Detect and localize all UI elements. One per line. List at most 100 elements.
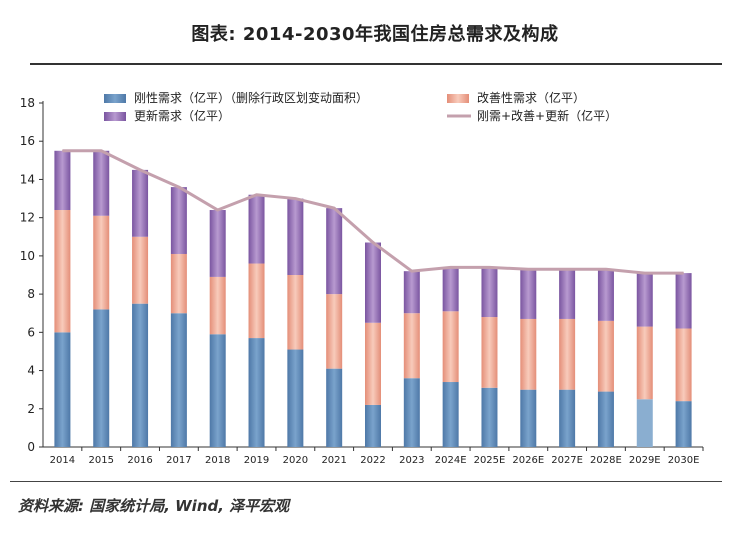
x-tick-label: 2018 [205, 455, 230, 466]
bar-segment [442, 311, 459, 383]
bar-segment [403, 378, 420, 447]
y-tick-label: 14 [20, 172, 35, 186]
chart-title: 图表: 2014-2030年我国住房总需求及构成 [191, 24, 559, 45]
bar-segment [170, 313, 187, 447]
total-demand-point [294, 198, 296, 200]
x-tick-label: 2023 [399, 455, 424, 466]
total-demand-point [217, 209, 219, 211]
bar-segment [54, 332, 71, 447]
x-tick-label: 2025E [474, 455, 506, 466]
bar-segment [559, 318, 576, 390]
bar-segment [481, 267, 498, 318]
bar-segment [209, 276, 226, 335]
bar-segment [481, 317, 498, 388]
total-demand-point [178, 186, 180, 188]
bar-segment [132, 169, 149, 237]
total-line [61, 149, 685, 275]
legend-label: 改善性需求（亿平） [477, 90, 585, 105]
bar-segment [403, 271, 420, 314]
bar-segment [287, 349, 304, 447]
y-tick-label: 16 [20, 134, 35, 148]
bar-segment [326, 294, 343, 369]
y-tick-label: 2 [27, 402, 35, 416]
bar-segment [132, 236, 149, 304]
bar-segment [403, 313, 420, 379]
bar-segment [559, 269, 576, 319]
total-demand-point [566, 268, 568, 270]
bar-segment [597, 320, 614, 392]
total-demand-point [527, 268, 529, 270]
bar-segment [675, 401, 692, 447]
bar-segment [365, 404, 381, 447]
bar-segment [287, 198, 304, 275]
x-tick-label: 2026E [512, 455, 544, 466]
total-demand-point [644, 272, 646, 274]
bar-segment [636, 273, 653, 327]
bar-segment [675, 273, 692, 329]
bar-segment [675, 328, 692, 402]
bar-segment [520, 389, 537, 447]
bar-segment [442, 382, 459, 447]
total-demand-point [683, 272, 685, 274]
bar-segment [326, 208, 343, 295]
x-tick-label: 2024E [435, 455, 467, 466]
axes: 0 2 4 6 8 10 12 14 16 18 2014 2015 2016 2017 2018 2019 2… [20, 96, 704, 466]
total-demand-point [411, 270, 413, 272]
bars [54, 150, 692, 447]
bar-segment [132, 303, 149, 447]
x-tick-label: 2020 [283, 455, 308, 466]
y-tick-label: 0 [27, 440, 35, 454]
bar-segment [170, 187, 187, 254]
y-tick-label: 12 [20, 211, 35, 225]
total-demand-point [450, 266, 452, 268]
bar-segment [54, 210, 71, 333]
total-demand-point [605, 268, 607, 270]
bar-segment [597, 391, 614, 447]
y-tick-label: 18 [20, 96, 35, 110]
title-divider [30, 63, 722, 65]
legend-label: 刚性需求（亿平）（删除行政区划变动面积） [134, 90, 368, 105]
y-tick-label: 10 [20, 249, 35, 263]
bar-segment [170, 253, 187, 314]
bar-segment [93, 215, 110, 310]
total-demand-point [372, 242, 374, 244]
bar-segment [287, 275, 304, 350]
bar-segment [93, 150, 110, 216]
x-tick-label: 2027E [551, 455, 583, 466]
legend-label: 刚需+改善+更新（亿平） [477, 108, 617, 123]
bar-segment [365, 322, 381, 405]
x-tick-label: 2017 [166, 455, 191, 466]
total-demand-point [61, 150, 63, 152]
y-tick-label: 8 [27, 287, 35, 301]
legend-swatch [447, 94, 469, 103]
total-demand-point [256, 194, 258, 196]
legend-swatch [104, 94, 126, 103]
total-demand-point [333, 207, 335, 209]
total-demand-point [100, 150, 102, 152]
bar-segment [326, 368, 343, 447]
x-tick-label: 2021 [321, 455, 346, 466]
legend: 刚性需求（亿平）（删除行政区划变动面积） 改善性需求（亿平） 更新需求（亿平） 刚需+… [104, 90, 617, 123]
bar-segment [520, 318, 537, 390]
x-tick-label: 2029E [629, 455, 661, 466]
y-tick-label: 6 [27, 325, 35, 339]
bar-segment [559, 389, 576, 447]
x-tick-label: 2014 [50, 455, 75, 466]
bar-segment [520, 269, 537, 319]
bar-segment [442, 267, 459, 312]
x-tick-label: 2022 [360, 455, 385, 466]
bar-segment [209, 334, 226, 447]
y-tick-label: 4 [27, 364, 35, 378]
x-tick-label: 2015 [89, 455, 114, 466]
bar-segment [481, 387, 498, 447]
total-demand-point [488, 266, 490, 268]
footer-divider [10, 481, 722, 482]
bar-segment [54, 150, 71, 211]
x-tick-label: 2016 [127, 455, 152, 466]
x-tick-label: 2030E [668, 455, 700, 466]
total-demand-point [139, 169, 141, 171]
legend-label: 更新需求（亿平） [134, 108, 230, 123]
bar-segment [248, 263, 265, 339]
bar-segment [248, 338, 265, 447]
